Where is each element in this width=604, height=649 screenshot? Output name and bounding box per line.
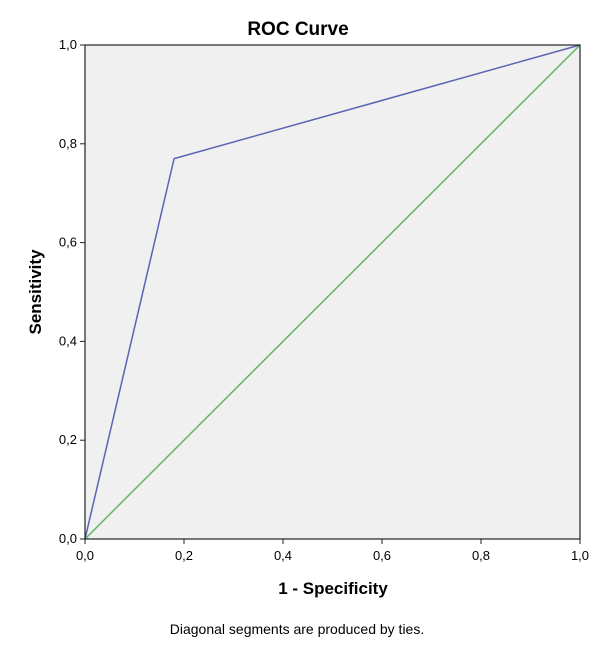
x-tick-label: 1,0 [571,548,589,563]
y-tick-label: 0,6 [59,235,77,250]
y-tick-label: 0,4 [59,333,77,348]
x-tick-label: 0,8 [472,548,490,563]
x-axis: 0,0 0,2 0,4 0,6 0,8 1,0 [76,539,589,563]
y-tick-label: 0,8 [59,136,77,151]
footnote: Diagonal segments are produced by ties. [170,621,424,637]
y-axis: 0,0 0,2 0,4 0,6 0,8 1,0 [59,37,85,546]
x-tick-label: 0,4 [274,548,292,563]
y-tick-label: 0,2 [59,432,77,447]
y-axis-label: Sensitivity [26,249,45,335]
series-group [84,44,581,540]
y-tick-label: 0,0 [59,531,77,546]
x-tick-label: 0,0 [76,548,94,563]
x-axis-label: 1 - Specificity [278,579,388,598]
roc-curve-line [84,44,581,540]
y-tick-label: 1,0 [59,37,77,52]
reference-line-line [84,44,581,540]
chart-title: ROC Curve [247,19,348,40]
x-tick-label: 0,2 [175,548,193,563]
x-tick-label: 0,6 [373,548,391,563]
plot-frame [84,44,581,540]
